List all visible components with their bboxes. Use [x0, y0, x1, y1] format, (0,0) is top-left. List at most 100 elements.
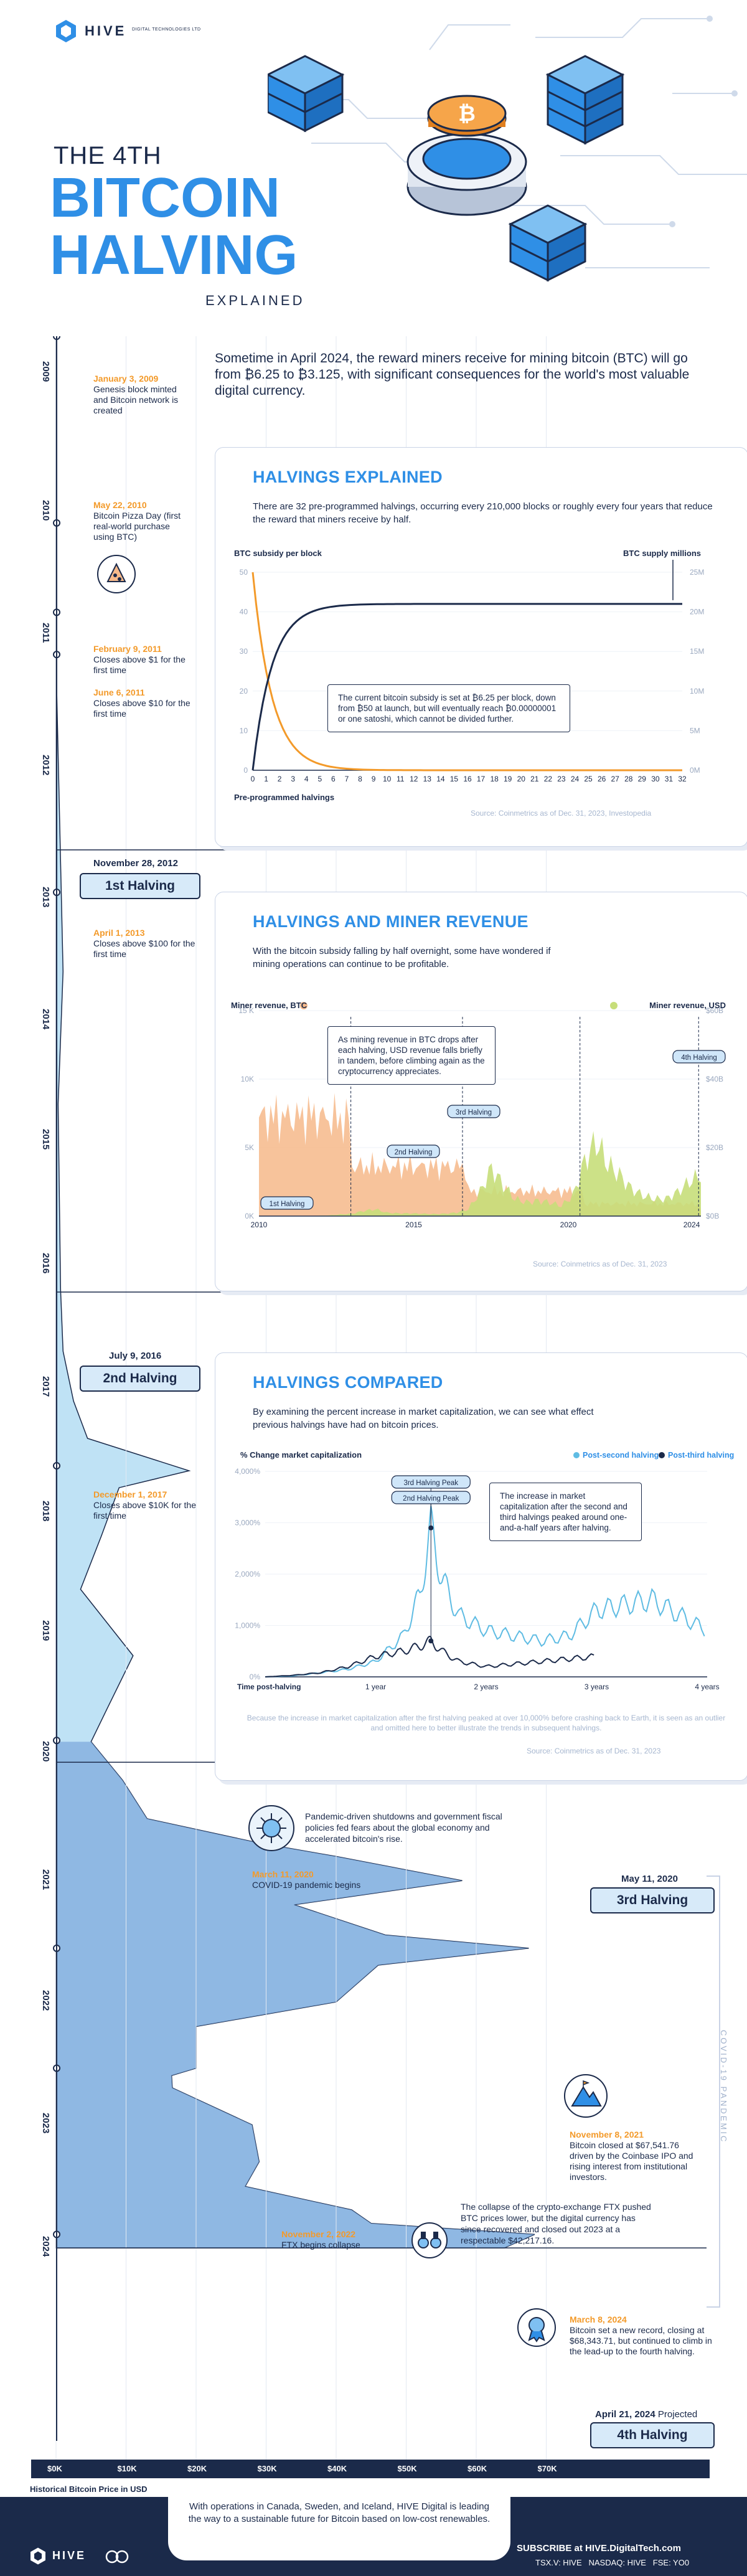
- chart2-annotation-text: 2nd Halving: [395, 1149, 433, 1156]
- halving-3-date: May 11, 2020: [621, 1874, 678, 1884]
- chart3-peak-text: 3rd Halving Peak: [403, 1479, 458, 1487]
- halving-4-date-suffix: Projected: [657, 2409, 698, 2420]
- chart3-legend-label: Post-second halving: [583, 1451, 659, 1460]
- chart1-xtick: 1: [264, 775, 268, 783]
- event-2020-text: COVID-19 pandemic begins: [252, 1880, 361, 1890]
- panel-halvings-compared: HALVINGS COMPARED By examining the perce…: [215, 1352, 747, 1781]
- hive-logo-wordmark: HIVE: [85, 23, 127, 39]
- chart1-xtick: 32: [678, 775, 687, 783]
- server-stack-left: [268, 55, 345, 133]
- event-2022: November 2, 2022 FTX begins collapse: [281, 2229, 406, 2250]
- server-stack-lower: [508, 204, 588, 282]
- chart1-y2tick: 0M: [690, 766, 700, 775]
- year-label-2012: 2012: [40, 755, 51, 776]
- event-2022-date: November 2, 2022: [281, 2229, 356, 2239]
- svg-text:₿: ₿: [458, 102, 476, 126]
- footer-hive-logo[interactable]: HIVE: [29, 2545, 134, 2568]
- footer-subscribe[interactable]: SUBSCRIBE at HIVE.DigitalTech.com: [517, 2543, 681, 2554]
- chart3-peak-text: 2nd Halving Peak: [403, 1495, 459, 1503]
- panel3-footnote: Because the increase in market capitaliz…: [247, 1714, 726, 1732]
- halving-4-date-value: April 21, 2024: [595, 2409, 655, 2420]
- chart1-xtick: 12: [410, 775, 418, 783]
- chart2-ytick: 10K: [241, 1075, 254, 1083]
- year-label-2021: 2021: [40, 1869, 51, 1890]
- chart1-xtick: 9: [372, 775, 376, 783]
- chart1-xtick: 15: [450, 775, 459, 783]
- panel3-source: Source: Coinmetrics as of Dec. 31, 2023: [527, 1747, 661, 1755]
- chart1-xtick: 25: [584, 775, 593, 783]
- halving-1-label: 1st Halving: [80, 873, 200, 899]
- chart1-ytick: 50: [240, 568, 248, 577]
- chart3-legend-dot: [659, 1452, 665, 1458]
- ftx-note: The collapse of the crypto-exchange FTX …: [461, 2202, 651, 2245]
- chart1-ytick: 20: [240, 687, 248, 696]
- year-label-2016: 2016: [40, 1253, 51, 1274]
- chart2-xtick: 2015: [405, 1220, 422, 1229]
- event-2011-jun: June 6, 2011 Closes above $10 for the fi…: [93, 687, 193, 719]
- halving-4-date: April 21, 2024 Projected: [595, 2409, 697, 2420]
- chart1-xtick: 7: [345, 775, 349, 783]
- chart3-xtick: Time post-halving: [237, 1682, 301, 1691]
- chart1-xtick: 30: [651, 775, 660, 783]
- year-label-2011: 2011: [40, 623, 51, 643]
- title-line2: BITCOIN: [50, 167, 280, 229]
- chart2-ylabel: Miner revenue, BTC: [231, 1001, 308, 1010]
- chart2-series-usd: [259, 1131, 701, 1216]
- year-label-2022: 2022: [40, 1990, 51, 2011]
- event-2011-feb: February 9, 2011 Closes above $1 for the…: [93, 644, 193, 676]
- chart1-y2tick: 25M: [690, 568, 704, 577]
- event-2021-text: Bitcoin closed at $67,541.76 driven by t…: [570, 2140, 693, 2182]
- year-label-2015: 2015: [40, 1129, 51, 1150]
- event-2011-jun-date: June 6, 2011: [93, 687, 145, 697]
- hive-logo-icon: [56, 20, 76, 42]
- panel1-callout: The current bitcoin subsidy is set at ₿6…: [327, 684, 570, 732]
- intro-text: Sometime in April 2024, the reward miner…: [215, 351, 690, 398]
- panel2-title: HALVINGS AND MINER REVENUE: [253, 912, 529, 931]
- chart3-ytick: 0%: [250, 1673, 261, 1681]
- chart1-xtick: 6: [331, 775, 336, 783]
- chart1-xtick: 17: [477, 775, 486, 783]
- chart1-xtick: 28: [624, 775, 633, 783]
- chart3-peak-box: [391, 1491, 471, 1504]
- chart1-ytick: 30: [240, 647, 248, 656]
- event-2010-text: Bitcoin Pizza Day (first real-world purc…: [93, 511, 181, 542]
- chart2-y2tick: $20B: [706, 1143, 723, 1152]
- chart1-ytick: 10: [240, 726, 248, 735]
- footer-tickers: TSX.V: HIVE NASDAQ: HIVE FSE: YO0: [535, 2558, 690, 2567]
- binoculars-icon: [411, 2222, 448, 2258]
- chart1-xtick: 27: [611, 775, 620, 783]
- chart3-legend-dot: [573, 1452, 580, 1458]
- year-label-2014: 2014: [40, 1009, 51, 1030]
- event-2021: November 8, 2021 Bitcoin closed at $67,5…: [570, 2130, 694, 2182]
- panel-halvings-explained: HALVINGS EXPLAINED There are 32 pre-prog…: [215, 447, 747, 847]
- panel2-source: Source: Coinmetrics as of Dec. 31, 2023: [533, 1260, 667, 1268]
- chart1-xtick: 21: [530, 775, 539, 783]
- chart2-xtick: 2010: [251, 1220, 268, 1229]
- mountain-peak-icon: [564, 2074, 608, 2118]
- chart1-ytick: 0: [243, 766, 248, 775]
- chart1-xtick: 2: [278, 775, 282, 783]
- footer-hive-logo-icon: [31, 2547, 45, 2565]
- panel1-source: Source: Coinmetrics as of Dec. 31, 2023,…: [471, 809, 652, 818]
- event-2017: December 1, 2017 Closes above $10K for t…: [93, 1489, 205, 1521]
- price-tick-4: $40K: [327, 2464, 347, 2473]
- chart3-ylabel: % Change market capitalization: [240, 1450, 362, 1460]
- hive-logo[interactable]: HIVE DIGITAL TECHNOLOGIES LTD: [54, 19, 215, 44]
- chart2-xtick: 2020: [560, 1220, 577, 1229]
- year-label-2019: 2019: [40, 1620, 51, 1641]
- event-2011-feb-text: Closes above $1 for the first time: [93, 654, 186, 675]
- panel3-title: HALVINGS COMPARED: [253, 1373, 443, 1392]
- chart2-annotation-4: 4th Halving: [672, 1050, 726, 1064]
- timeline-axis-line: [56, 336, 57, 2441]
- chart1-xlabel: Pre-programmed halvings: [234, 793, 334, 802]
- chart1-series-supply: [251, 603, 682, 771]
- price-axis-label: Historical Bitcoin Price in USD: [30, 2484, 148, 2494]
- chart1-xtick: 20: [517, 775, 526, 783]
- chart3-xtick: 4 years: [695, 1682, 719, 1691]
- chart1-xtick: 23: [557, 775, 566, 783]
- chart1-xtick: 0: [251, 775, 255, 783]
- bitcoin-coin-icon: ₿: [406, 95, 527, 216]
- chart2-legend-usd-dot: [610, 1002, 618, 1009]
- price-tick-2: $20K: [187, 2464, 207, 2473]
